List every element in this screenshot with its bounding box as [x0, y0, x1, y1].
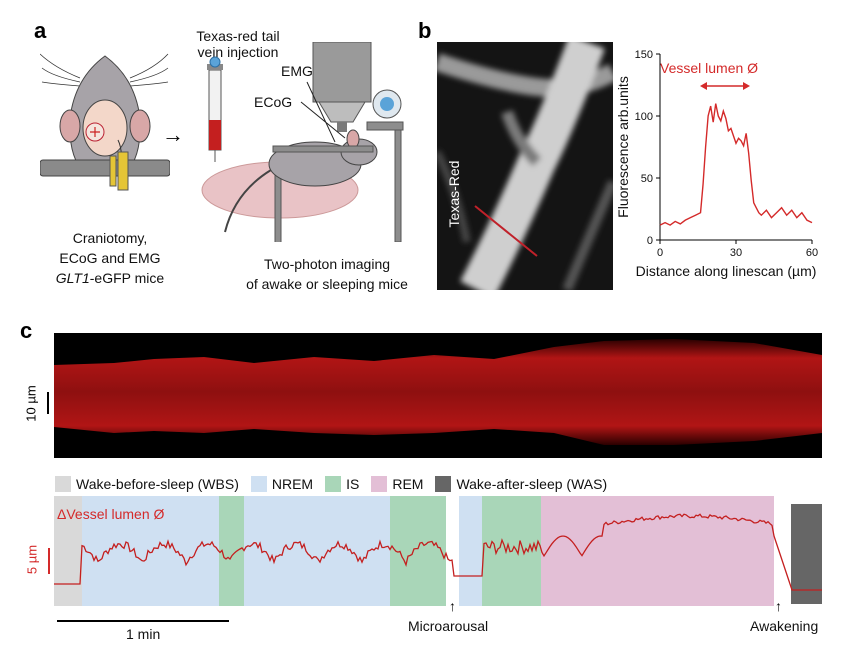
vessel-lumen-trace-line: [54, 513, 822, 591]
panel-a-letter: a: [34, 18, 47, 43]
awakening-label: Awakening: [750, 618, 819, 634]
two-photon-setup-illustration: [201, 42, 404, 242]
sleep-state-band: [219, 496, 244, 606]
kymograph-scale-label: 10 µm: [23, 385, 39, 422]
vessel-lumen-arrow-icon: [700, 82, 750, 90]
x-tick-label: 30: [730, 247, 742, 259]
y-axis-label: Fluorescence arb.units: [615, 76, 631, 218]
sleep-state-trace-chart: [54, 496, 822, 606]
legend-swatch: [435, 476, 452, 492]
linescan-fluorescence-chart: 0 50 100 150 0 30 60 Distance along linescan (µ…: [615, 49, 818, 279]
panel-a-left-caption-line-3: GLT1-eGFP mice: [40, 270, 180, 286]
legend-swatch: [55, 476, 71, 492]
sleep-state-band: [244, 496, 390, 606]
ecog-label: ECoG: [254, 94, 293, 110]
sleep-state-band: [541, 496, 774, 606]
legend-label: Wake-before-sleep (WBS): [76, 476, 239, 492]
legend-label: Wake-after-sleep (WAS): [456, 476, 608, 492]
y-tick-label: 100: [635, 111, 653, 123]
sleep-state-band: [54, 496, 82, 606]
panel-c-letter: c: [20, 318, 33, 343]
microarousal-arrow-icon: ↑: [449, 598, 456, 614]
panel-b-letter: b: [418, 18, 432, 43]
two-photon-vessel-image: [437, 42, 613, 290]
legend-item: REM: [371, 476, 423, 492]
legend-swatch: [371, 476, 388, 492]
emg-label: EMG: [281, 63, 313, 79]
legend-item: IS: [325, 476, 359, 492]
trace-label: ΔVessel lumen Ø: [57, 506, 165, 522]
time-scale-bar: [57, 620, 229, 622]
panel-a-left-caption-line-1: Craniotomy,: [72, 230, 148, 246]
legend-label: NREM: [271, 476, 314, 492]
fluorescence-profile-line: [659, 103, 813, 226]
x-tick-label: 60: [806, 247, 818, 259]
injection-label-line-2: vein injection: [197, 44, 279, 60]
time-scale-label: 1 min: [126, 626, 161, 642]
mouse-line-suffix: -eGFP mice: [89, 270, 165, 286]
x-axis-label: Distance along linescan (µm): [636, 263, 817, 279]
trace-y-scale-label: 5 µm: [24, 544, 40, 575]
legend-item: Wake-before-sleep (WBS): [55, 476, 239, 492]
y-tick-label: 50: [641, 173, 653, 185]
vessel-kymograph-image: [54, 333, 822, 458]
glt1-gene-label: GLT1: [55, 270, 90, 286]
y-tick-label: 0: [647, 235, 653, 247]
mouse-head-illustration: [40, 53, 170, 191]
panel-a-left-caption-line-2: ECoG and EMG: [59, 250, 161, 266]
arrow-icon: →: [162, 122, 184, 147]
texas-red-image-label: Texas-Red: [446, 160, 462, 228]
panel-a-right-caption-line-1: Two-photon imaging: [263, 256, 391, 272]
legend-label: REM: [392, 476, 424, 492]
sleep-state-band: [459, 496, 482, 606]
sleep-state-band: [390, 496, 446, 606]
legend-swatch: [325, 476, 342, 492]
legend-swatch: [250, 476, 267, 492]
panel-a-right-caption-line-2: of awake or sleeping mice: [246, 276, 408, 292]
legend-item: NREM: [250, 476, 314, 492]
sleep-state-legend: Wake-before-sleep (WBS) NREM IS REM Wake-aft…: [55, 476, 619, 492]
kymograph-scale-bar: [47, 392, 49, 414]
legend-item: Wake-after-sleep (WAS): [435, 476, 607, 492]
awakening-arrow-icon: ↑: [775, 598, 782, 614]
trace-y-scale-bar: [48, 548, 50, 574]
x-tick-label: 0: [657, 247, 663, 259]
y-tick-label: 150: [635, 49, 653, 61]
legend-label: IS: [346, 476, 360, 492]
injection-label-line-1: Texas-red tail: [196, 28, 280, 44]
microarousal-label: Microarousal: [408, 618, 489, 634]
sleep-state-band: [791, 504, 822, 604]
vessel-lumen-title: Vessel lumen Ø: [660, 60, 759, 76]
